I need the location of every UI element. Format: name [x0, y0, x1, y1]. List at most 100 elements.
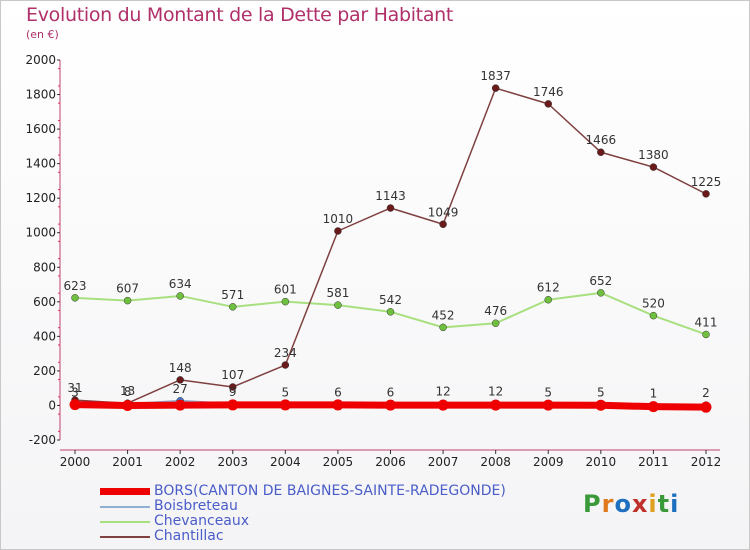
- data-label: 31: [67, 381, 82, 395]
- data-point: [227, 399, 239, 411]
- proxiti-logo: Proxiti: [583, 490, 679, 518]
- x-tick-label: 2006: [375, 455, 406, 469]
- data-point: [544, 295, 552, 304]
- logo-letter: x: [631, 490, 649, 518]
- data-point: [176, 292, 184, 300]
- data-label: 2: [702, 386, 710, 400]
- data-point: [542, 399, 554, 411]
- legend: BORS(CANTON DE BAIGNES-SAINTE-RADEGONDE)…: [100, 484, 506, 544]
- data-point: [122, 399, 134, 411]
- logo-letter: P: [583, 490, 602, 518]
- y-tick-label: 200: [33, 364, 56, 378]
- data-point: [700, 401, 712, 413]
- data-point: [386, 308, 395, 316]
- data-label: 6: [387, 385, 395, 399]
- legend-swatch: [100, 535, 150, 538]
- data-label: 581: [326, 286, 349, 300]
- x-tick-label: 2005: [323, 455, 354, 469]
- data-label: 148: [169, 361, 192, 375]
- data-label: 571: [221, 288, 244, 302]
- y-tick-label: -200: [29, 433, 56, 447]
- data-label: 1010: [323, 212, 354, 226]
- legend-item: Chantillac: [100, 529, 506, 544]
- data-label: 5: [282, 386, 290, 400]
- y-tick-label: 1200: [25, 191, 56, 205]
- legend-swatch: [100, 520, 150, 523]
- data-point: [279, 399, 291, 411]
- logo-letter: i: [670, 490, 680, 518]
- x-tick-label: 2008: [480, 455, 511, 469]
- data-point: [69, 399, 81, 411]
- data-label: 234: [274, 346, 297, 360]
- data-label: 5: [544, 386, 552, 400]
- data-label: 623: [64, 279, 87, 293]
- data-point: [174, 399, 186, 411]
- data-label: 12: [488, 384, 503, 398]
- y-tick-label: 0: [48, 398, 56, 412]
- data-label: 5: [597, 386, 605, 400]
- y-tick-label: 2000: [25, 53, 56, 67]
- legend-swatch: [100, 488, 150, 495]
- data-point: [702, 190, 710, 198]
- legend-swatch: [100, 505, 150, 508]
- legend-item: Boisbreteau: [100, 499, 506, 514]
- x-tick-label: 2007: [428, 455, 459, 469]
- x-tick-label: 2002: [165, 455, 196, 469]
- data-label: 542: [379, 293, 402, 307]
- y-tick-label: 400: [33, 329, 56, 343]
- data-label: 411: [695, 315, 718, 329]
- x-tick-label: 2004: [270, 455, 301, 469]
- data-label: 6: [334, 385, 342, 399]
- x-tick-label: 2009: [533, 455, 564, 469]
- data-point: [649, 163, 658, 171]
- data-label: 1049: [428, 205, 459, 219]
- legend-label: BORS(CANTON DE BAIGNES-SAINTE-RADEGONDE): [154, 483, 506, 499]
- legend-label: Chevanceaux: [154, 513, 250, 529]
- logo-letter: t: [657, 490, 671, 518]
- data-point: [385, 399, 396, 411]
- data-point: [229, 383, 237, 391]
- data-label: 9: [229, 385, 237, 399]
- x-tick-label: 2003: [217, 455, 248, 469]
- data-point: [649, 311, 658, 320]
- chart-subtitle: (en €): [26, 28, 59, 41]
- x-tick-label: 2010: [586, 455, 617, 469]
- data-label: 652: [589, 274, 612, 288]
- data-point: [332, 399, 344, 411]
- data-point: [439, 220, 447, 229]
- data-label: 1466: [586, 133, 617, 147]
- data-point: [281, 297, 290, 306]
- data-point: [439, 323, 447, 332]
- data-label: 601: [274, 283, 297, 297]
- y-tick-label: 1800: [25, 88, 56, 102]
- data-label: 1225: [691, 175, 722, 189]
- data-label: 1380: [638, 148, 669, 162]
- logo-letter: r: [601, 490, 615, 518]
- data-point: [281, 361, 290, 369]
- data-label: 634: [169, 277, 192, 291]
- data-point: [176, 376, 184, 384]
- x-tick-label: 2011: [638, 455, 669, 469]
- data-point: [544, 100, 552, 108]
- logo-letter: i: [648, 490, 658, 518]
- data-label: 607: [116, 282, 139, 296]
- chart-title: Evolution du Montant de la Dette par Hab…: [26, 4, 454, 26]
- y-tick-label: 1600: [25, 122, 56, 136]
- data-label: 476: [484, 304, 507, 318]
- x-tick-label: 2012: [691, 455, 722, 469]
- x-tick-label: 2000: [60, 455, 91, 469]
- data-label: 612: [537, 281, 560, 295]
- data-point: [334, 301, 342, 309]
- y-tick-label: 1000: [25, 226, 56, 240]
- x-tick-label: 2001: [112, 455, 143, 469]
- data-point: [702, 330, 710, 339]
- data-point: [437, 399, 449, 411]
- data-point: [229, 303, 237, 311]
- data-label: 1: [650, 386, 658, 400]
- data-point: [386, 204, 395, 212]
- data-label: 1837: [480, 69, 511, 83]
- data-point: [334, 227, 342, 235]
